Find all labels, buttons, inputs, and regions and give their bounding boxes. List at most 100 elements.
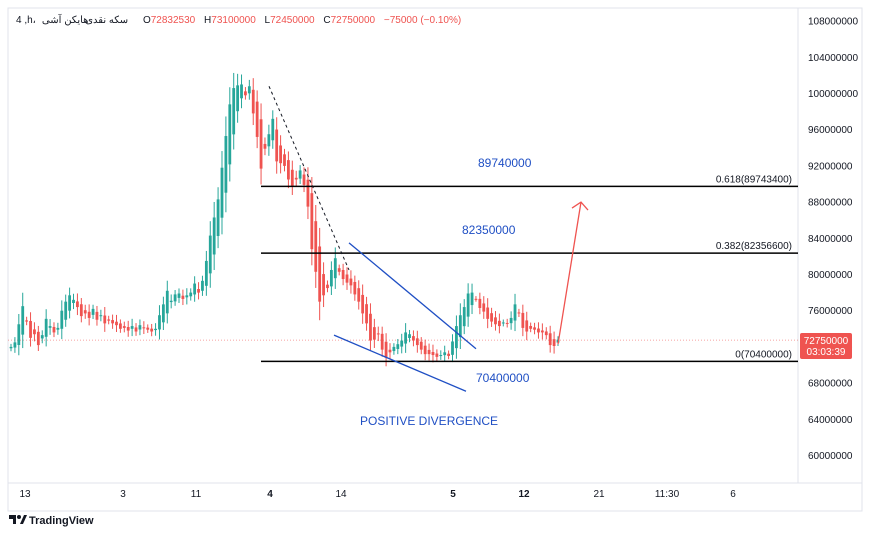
fibonacci-levels[interactable]: 0.618(89743400) 0.382(82356600) 0(70400000… (261, 174, 798, 363)
tradingview-logo-icon (9, 515, 27, 524)
candle-body (259, 119, 263, 169)
candle-body (271, 118, 275, 141)
candle-body (361, 294, 365, 314)
candle-body (326, 284, 329, 289)
candle-body (64, 301, 68, 320)
candle-body (505, 322, 509, 324)
candle-body (40, 335, 44, 339)
price-axis[interactable]: 108000000 104000000 100000000 96000000 92000… (808, 17, 858, 462)
time-axis[interactable]: 13 3 11 4 14 5 12 21 11:30 6 (19, 489, 736, 500)
candle-body (494, 317, 497, 325)
candle-body (201, 280, 204, 291)
close-label: C (323, 15, 330, 26)
candle-body (322, 274, 325, 296)
fib-0-annotation: 70400000 (476, 371, 530, 385)
candle-body (474, 298, 478, 300)
candle-body (365, 304, 368, 324)
candle-body (99, 315, 103, 317)
candle-body (345, 274, 349, 283)
candle-body (185, 295, 189, 298)
fib-0618-annotation: 89740000 (478, 156, 532, 170)
candle-body (224, 136, 228, 193)
y-tick-label: 76000000 (808, 306, 853, 317)
candle-body (333, 258, 337, 279)
candle-body (404, 332, 408, 344)
y-tick-label: 92000000 (808, 161, 853, 172)
candle-body (314, 221, 318, 272)
low-label: L (265, 15, 271, 26)
close-value: 72750000 (331, 15, 376, 26)
candle-body (517, 312, 521, 314)
candle-body (302, 174, 306, 185)
chart-outer-border (7, 7, 863, 512)
low-value: 72450000 (270, 15, 315, 26)
candle-body (384, 341, 388, 358)
price-tag-countdown: 03:03:39 (807, 347, 846, 358)
x-tick-label: 21 (593, 489, 605, 500)
candle-body (552, 339, 556, 346)
divergence-upper-line[interactable] (348, 242, 477, 350)
x-tick-label: 13 (19, 489, 31, 500)
projection-arrow-line[interactable] (557, 201, 582, 345)
x-tick-label: 5 (450, 489, 456, 500)
candle-body (56, 327, 60, 330)
candle-body (443, 352, 447, 356)
candle-body (419, 341, 423, 350)
candle-body (25, 320, 29, 322)
candle-body (458, 315, 462, 338)
candles-layer (9, 72, 560, 367)
candle-body (130, 326, 134, 329)
y-tick-label: 108000000 (808, 17, 858, 28)
candle-body (134, 327, 138, 332)
candle-body (165, 290, 169, 314)
candle-body (294, 177, 298, 180)
candle-body (161, 304, 165, 323)
candle-body (533, 327, 536, 330)
candle-body (173, 294, 177, 302)
candle-body (357, 288, 361, 302)
candle-body (76, 301, 79, 308)
candle-body (154, 328, 157, 331)
divergence-lower-line[interactable] (333, 334, 467, 392)
candle-body (169, 300, 173, 303)
x-tick-label: 6 (730, 489, 736, 500)
candle-body (349, 278, 353, 286)
candle-body (455, 326, 458, 349)
candle-body (275, 129, 279, 162)
candle-body (513, 304, 517, 321)
y-tick-label: 100000000 (808, 89, 858, 100)
candle-body (48, 326, 52, 328)
candle-body (247, 86, 251, 94)
candle-body (380, 333, 384, 350)
chart-pane[interactable] (8, 8, 798, 483)
tradingview-logo[interactable]: TradingView (9, 515, 94, 527)
candle-body (396, 344, 400, 349)
candle-body (87, 311, 91, 318)
fib-level-label: 0.618(89743400) (716, 174, 792, 185)
candle-body (216, 199, 220, 236)
candle-body (447, 353, 450, 356)
candle-body (83, 310, 87, 314)
candle-body (36, 331, 40, 346)
candle-body (497, 320, 501, 327)
candle-body (111, 320, 114, 324)
candle-body (146, 327, 150, 330)
candle-body (193, 283, 197, 295)
open-value: 72832530 (151, 15, 196, 26)
drawings-layer[interactable] (268, 86, 589, 392)
candle-body (142, 327, 146, 329)
candle-body (33, 329, 36, 335)
change-value: −75000 (−0.10%) (384, 15, 461, 26)
candle-body (91, 308, 95, 315)
candle-body (44, 318, 48, 337)
candle-body (478, 298, 482, 308)
y-tick-label: 84000000 (808, 234, 853, 245)
candle-body (306, 179, 310, 207)
candle-body (212, 217, 216, 255)
candle-body (255, 101, 259, 137)
candle-body (197, 289, 200, 293)
candle-body (267, 134, 271, 147)
fib-level-label: 0(70400000) (735, 349, 792, 360)
candle-body (290, 169, 294, 186)
